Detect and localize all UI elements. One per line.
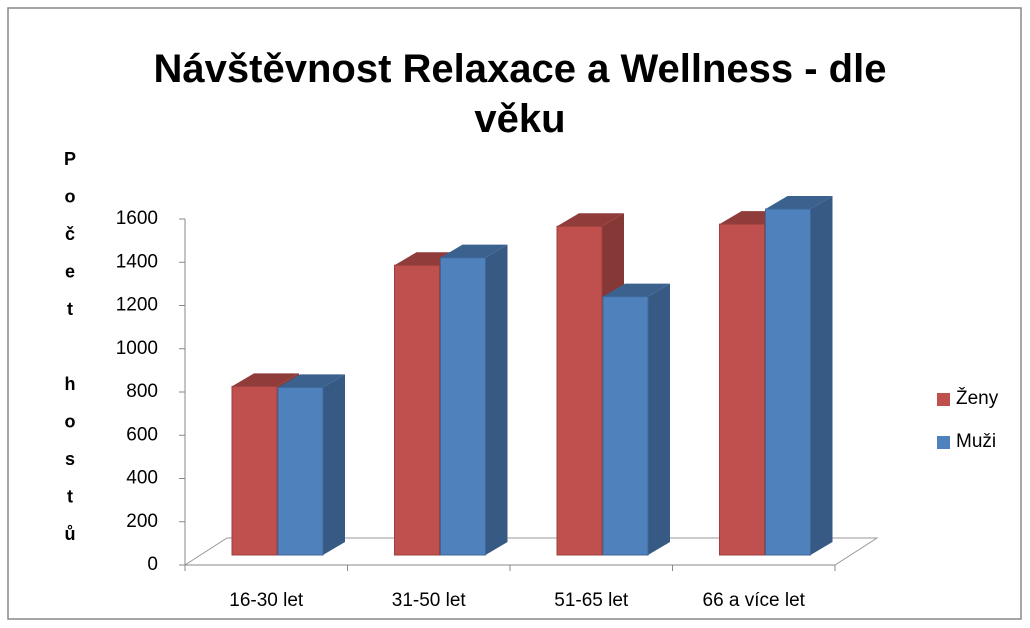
legend-label: Ženy	[956, 387, 999, 409]
bar	[556, 225, 603, 556]
legend-label: Muži	[956, 431, 996, 452]
legend-swatch	[937, 393, 950, 406]
bar-top	[557, 213, 624, 227]
y-tick-label: 400	[126, 468, 158, 489]
bar-top	[765, 196, 833, 209]
y-tick-label: 1000	[116, 338, 158, 359]
y-tick-label: 200	[126, 511, 158, 532]
bar	[765, 208, 811, 556]
bar-side	[810, 196, 833, 555]
x-tick-label: 31-50 let	[392, 590, 467, 611]
y-tick-label: 1200	[116, 295, 158, 316]
chart-border	[7, 7, 1022, 620]
bar	[394, 264, 440, 556]
bar-top	[232, 373, 299, 387]
legend-swatch	[937, 436, 950, 449]
bar	[277, 386, 324, 556]
bar	[719, 223, 765, 556]
x-tick-label: 66 a více let	[703, 590, 806, 611]
bar-top	[278, 374, 345, 388]
y-tick-label: 0	[147, 554, 158, 575]
bar-side	[323, 374, 345, 555]
y-tick-label: 600	[126, 424, 158, 445]
bar	[440, 257, 486, 556]
y-tick-label: 800	[126, 381, 158, 402]
y-tick-label: 1600	[116, 208, 158, 229]
bar	[602, 296, 649, 556]
y-tick-label: 1400	[116, 251, 158, 272]
bar-side	[648, 283, 670, 555]
bar	[231, 385, 278, 556]
bar-side	[485, 244, 508, 555]
bar-top	[440, 244, 508, 258]
bar-top	[603, 283, 670, 297]
x-tick-label: 16-30 let	[229, 590, 304, 611]
chart-title: Návštěvnost Relaxace a Wellness - dle vě…	[153, 47, 887, 141]
x-tick-label: 51-65 let	[554, 590, 629, 611]
